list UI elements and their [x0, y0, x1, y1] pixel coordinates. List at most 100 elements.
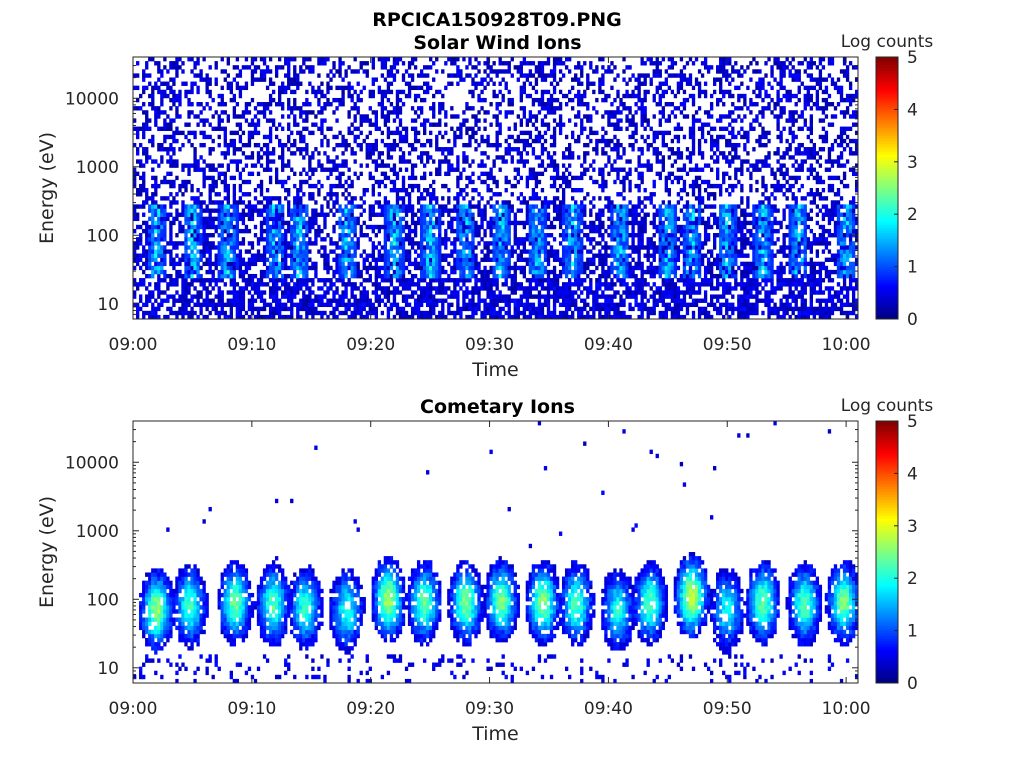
- spectrogram-cell: [571, 241, 575, 246]
- spectrogram-cell: [211, 97, 215, 103]
- spectrogram-cell: [438, 245, 442, 250]
- spectrogram-cell: [311, 155, 315, 160]
- spectrogram-cell: [362, 118, 366, 123]
- spectrogram-cell: [284, 253, 288, 258]
- spectrogram-cell: [341, 265, 345, 271]
- spectrogram-cell: [435, 138, 439, 144]
- spectrogram-cell: [344, 163, 348, 168]
- spectrogram-cell: [468, 73, 472, 78]
- spectrogram-cell: [157, 163, 161, 168]
- spectrogram-cell: [136, 134, 140, 140]
- spectrogram-cell: [426, 89, 430, 95]
- spectrogram-cell: [386, 286, 391, 291]
- spectrogram-cell: [311, 151, 315, 156]
- spectrogram-cell: [178, 65, 182, 70]
- spectrogram-cell: [386, 89, 391, 95]
- spectrogram-cell: [447, 147, 451, 152]
- spectrogram-cell: [145, 302, 149, 308]
- spectrogram-cell: [568, 261, 572, 267]
- spectrogram-cell: [404, 188, 409, 193]
- spectrogram-cell: [169, 228, 173, 234]
- spectrogram-cell: [317, 286, 321, 291]
- spectrogram-cell: [323, 237, 327, 242]
- spectrogram-cell: [148, 257, 152, 262]
- spectrogram-cell: [574, 228, 578, 234]
- spectrogram-cell: [220, 57, 224, 62]
- spectrogram-cell: [220, 118, 224, 123]
- spectrogram-cell: [492, 220, 496, 226]
- spectrogram-cell: [229, 216, 233, 222]
- spectrogram-cell: [160, 269, 164, 275]
- spectrogram-cell: [419, 85, 424, 91]
- spectrogram-cell: [308, 65, 312, 70]
- spectrogram-cell: [284, 241, 288, 246]
- spectrogram-cell: [528, 224, 533, 230]
- spectrogram-cell: [199, 142, 203, 148]
- spectrogram-cell: [169, 306, 173, 312]
- spectrogram-cell: [142, 134, 146, 140]
- spectrogram-cell: [510, 298, 514, 303]
- spectrogram-cell: [193, 253, 197, 258]
- spectrogram-cell: [486, 142, 490, 148]
- spectrogram-cell: [217, 245, 221, 250]
- spectrogram-cell: [142, 188, 146, 193]
- spectrogram-cell: [190, 253, 194, 258]
- spectrogram-cell: [480, 97, 484, 103]
- spectrogram-cell: [552, 290, 557, 295]
- spectrogram-cell: [438, 204, 442, 209]
- spectrogram-cell: [552, 216, 557, 222]
- spectrogram-cell: [568, 314, 572, 320]
- spectrogram-cell: [435, 147, 439, 152]
- spectrogram-cell: [287, 65, 291, 70]
- spectrogram-cell: [341, 298, 345, 303]
- spectrogram-cell: [486, 278, 490, 283]
- spectrogram-cell: [223, 269, 227, 275]
- spectrogram-cell: [238, 126, 243, 131]
- spectrogram-cell: [574, 269, 578, 275]
- spectrogram-cell: [265, 220, 270, 226]
- spectrogram-cell: [441, 306, 445, 312]
- spectrogram-cell: [416, 302, 421, 308]
- spectrogram-cell: [419, 122, 424, 127]
- spectrogram-cell: [241, 142, 246, 148]
- spectrogram-cell: [353, 134, 357, 140]
- spectrogram-cell: [426, 245, 430, 250]
- spectrogram-cell: [256, 257, 261, 262]
- spectrogram-cell: [386, 253, 391, 258]
- spectrogram-cell: [232, 65, 237, 70]
- spectrogram-cell: [486, 134, 490, 140]
- spectrogram-cell: [235, 200, 240, 205]
- spectrogram-cell: [317, 278, 321, 283]
- spectrogram-cell: [495, 224, 499, 230]
- spectrogram-cell: [423, 249, 427, 254]
- spectrogram-cell: [528, 269, 533, 275]
- spectrogram-cell: [486, 257, 490, 262]
- spectrogram-cell: [142, 110, 146, 115]
- spectrogram-cell: [380, 212, 385, 217]
- spectrogram-cell: [151, 200, 155, 205]
- spectrogram-cell: [571, 302, 575, 308]
- spectrogram-cell: [401, 314, 406, 320]
- spectrogram-cell: [577, 265, 581, 271]
- spectrogram-cell: [395, 237, 400, 242]
- spectrogram-cell: [380, 224, 385, 230]
- spectrogram-cell: [374, 114, 378, 119]
- spectrogram-cell: [184, 179, 188, 185]
- spectrogram-cell: [317, 89, 321, 95]
- spectrogram-cell: [549, 93, 554, 99]
- spectrogram-cell: [362, 261, 366, 267]
- spectrogram-cell: [426, 65, 430, 70]
- spectrogram-cell: [438, 122, 442, 127]
- spectrogram-cell: [495, 278, 499, 283]
- spectrogram-cell: [410, 273, 415, 279]
- spectrogram-cell: [441, 278, 445, 283]
- spectrogram-cell: [383, 175, 388, 181]
- spectrogram-cell: [513, 306, 517, 312]
- spectrogram-cell: [465, 192, 469, 197]
- spectrogram-cell: [187, 102, 191, 107]
- spectrogram-cell: [462, 208, 466, 213]
- spectrogram-cell: [151, 192, 155, 197]
- spectrogram-cell: [268, 130, 273, 136]
- spectrogram-cell: [308, 163, 312, 168]
- spectrogram-cell: [157, 69, 161, 74]
